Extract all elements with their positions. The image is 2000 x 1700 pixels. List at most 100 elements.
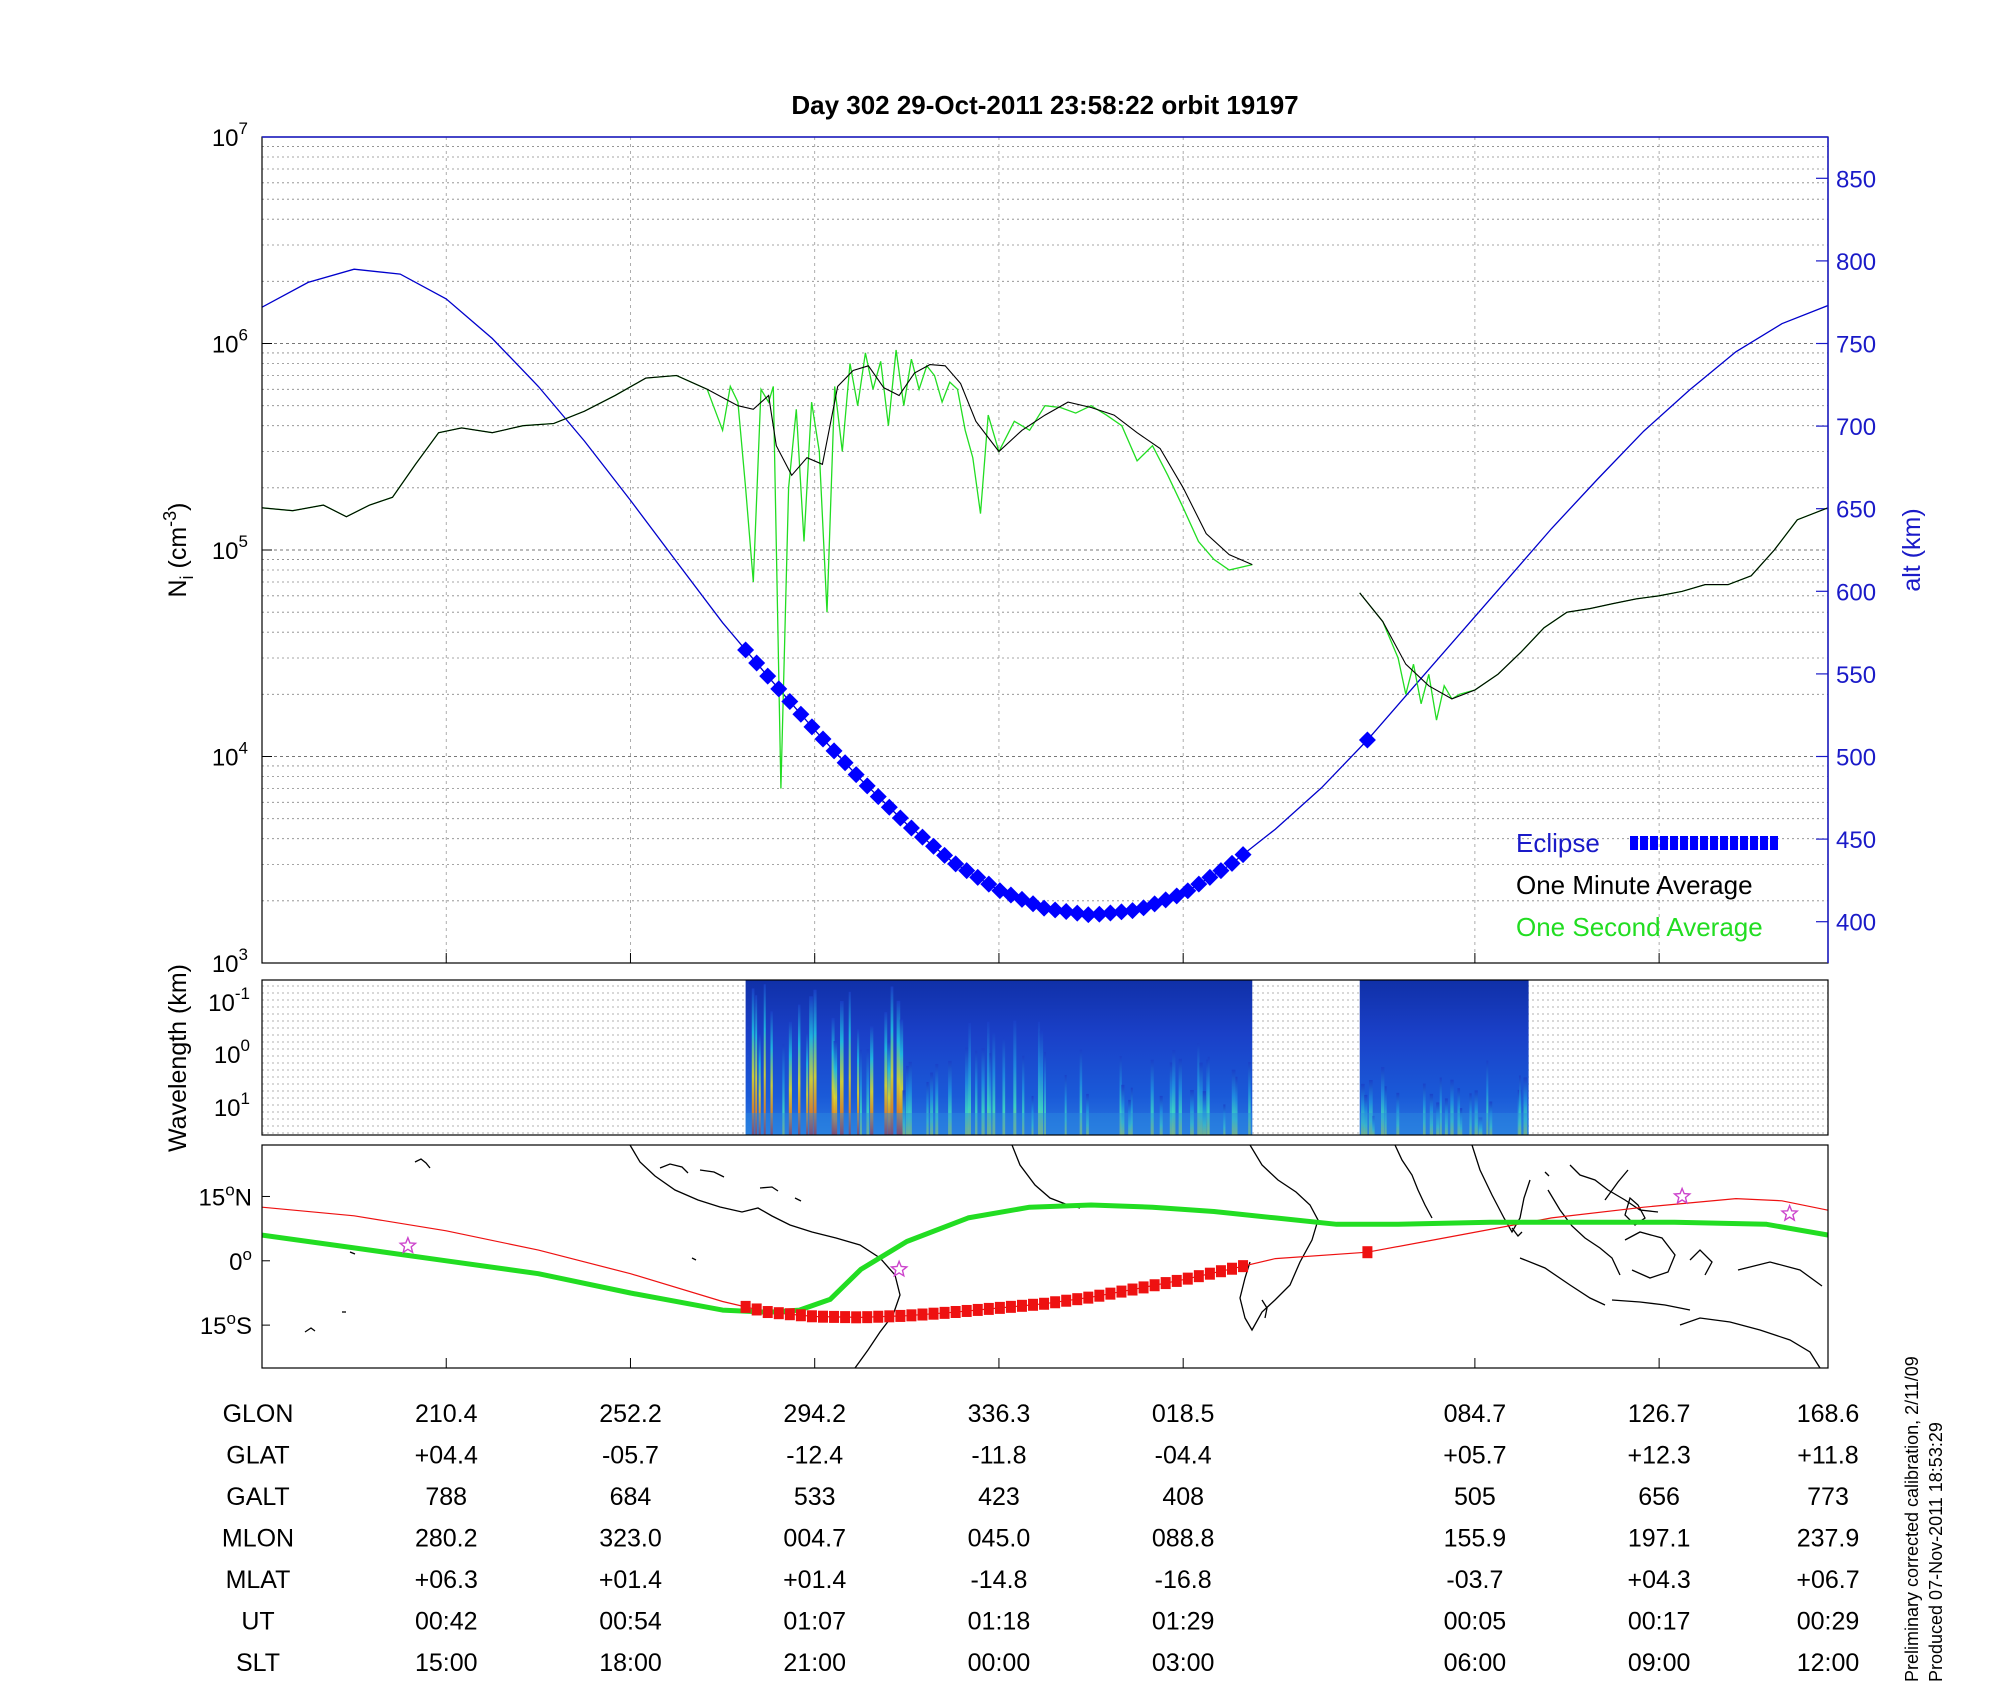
table-cell: 155.9 — [1444, 1525, 1507, 1553]
table-cell: 252.2 — [599, 1400, 662, 1428]
eclipse-marker — [891, 809, 909, 827]
eclipse-track-marker — [1016, 1299, 1027, 1312]
table-cell: 09:00 — [1628, 1649, 1691, 1677]
table-cell: 408 — [1162, 1483, 1204, 1511]
spectrogram-stripe — [1202, 1091, 1207, 1135]
legend-eclipse-label: Eclipse — [1516, 828, 1600, 858]
eclipse-track-marker — [906, 1309, 917, 1322]
spectrogram-stripe — [1429, 1093, 1434, 1135]
table-row-label: UT — [241, 1608, 274, 1636]
table-cell: 684 — [610, 1483, 652, 1511]
legend-eclipse-swatch — [1630, 836, 1778, 850]
spectrogram-stripe — [1119, 1056, 1122, 1135]
spectrogram-stripe — [1486, 1060, 1489, 1135]
table-cell: 773 — [1807, 1483, 1849, 1511]
spectrogram-stripe — [1444, 1098, 1448, 1135]
table-cell: 12:00 — [1797, 1649, 1860, 1677]
eclipse-track-marker — [1028, 1298, 1039, 1311]
spectrogram-stripe — [797, 1004, 801, 1135]
eclipse-track-marker — [1160, 1277, 1171, 1290]
eclipse-track-marker — [773, 1307, 784, 1320]
table-row-label: GALT — [226, 1483, 289, 1511]
star-marker — [889, 1259, 909, 1278]
spectrogram-blocks — [745, 980, 1529, 1135]
eclipse-track-marker — [1171, 1274, 1182, 1287]
eclipse-track-marker — [806, 1310, 817, 1323]
spectrogram-stripe — [890, 986, 894, 1135]
spectrogram-stripe — [1436, 1102, 1440, 1135]
one-second-average-line — [262, 349, 1253, 789]
table-cell: 21:00 — [783, 1649, 846, 1677]
table-row-label: SLT — [236, 1649, 280, 1677]
spectrogram-stripe — [965, 1047, 969, 1135]
altitude-y-tick-label: 750 — [1836, 332, 1876, 359]
spectrogram-stripe — [1422, 1083, 1426, 1135]
coastline-fragment — [1544, 1171, 1550, 1177]
altitude-y-tick-label: 650 — [1836, 497, 1876, 524]
eclipse-track-marker — [1083, 1291, 1094, 1304]
legend-one-minute-label: One Minute Average — [1516, 870, 1753, 900]
eclipse-marker — [925, 837, 943, 855]
legend-eclipse-marker — [1640, 836, 1648, 850]
coastline-fragment — [1261, 1299, 1268, 1319]
table-row-label: GLON — [223, 1400, 294, 1428]
eclipse-track-marker — [939, 1306, 950, 1319]
spectrogram-stripe — [1231, 1069, 1236, 1135]
table-cell: -12.4 — [786, 1442, 843, 1470]
eclipse-track-marker — [1050, 1296, 1061, 1309]
orbit-track-eclipse-markers — [740, 1246, 1373, 1324]
eclipse-track-marker — [983, 1302, 994, 1315]
spectrogram-stripe — [1039, 1031, 1044, 1135]
eclipse-marker — [1079, 906, 1097, 924]
table-cell: 01:18 — [968, 1608, 1031, 1636]
spectrogram-stripe — [975, 1050, 978, 1135]
map-y-tick-label: 0o — [229, 1245, 252, 1276]
spectrogram-stripe — [905, 1065, 910, 1135]
table-cell: 018.5 — [1152, 1400, 1215, 1428]
eclipse-marker — [737, 641, 755, 659]
table-cell: 294.2 — [783, 1400, 846, 1428]
star-marker — [1672, 1186, 1692, 1205]
spectrogram-stripe — [1002, 1037, 1006, 1135]
eclipse-marker — [847, 766, 865, 784]
spectrogram-stripe — [1037, 1021, 1041, 1135]
spectrogram-stripe — [870, 1026, 874, 1135]
eclipse-marker — [880, 798, 898, 816]
eclipse-marker — [1112, 903, 1130, 921]
eclipse-marker — [803, 718, 821, 736]
eclipse-track-marker — [1116, 1285, 1127, 1298]
table-cell: 084.7 — [1444, 1400, 1507, 1428]
spectrogram-stripe — [1169, 1062, 1174, 1135]
legend-eclipse-marker — [1770, 836, 1778, 850]
spectrogram-base — [1359, 1113, 1529, 1135]
wavelength-y-ticks: 10-1 100 101 — [208, 984, 250, 1122]
legend-eclipse-marker — [1730, 836, 1738, 850]
spectrogram-stripe — [1248, 1062, 1251, 1135]
eclipse-track-marker — [1138, 1281, 1149, 1294]
star-marker — [1780, 1203, 1800, 1222]
density-y-tick-label: 106 — [212, 326, 248, 359]
coastline-fragment — [691, 1257, 697, 1261]
eclipse-track-marker — [961, 1304, 972, 1317]
altitude-y-tick-label: 550 — [1836, 662, 1876, 689]
table-cell: 15:00 — [415, 1649, 478, 1677]
eclipse-marker — [748, 654, 766, 672]
coastline-fragment — [659, 1163, 689, 1174]
spectrogram-stripe — [1044, 1052, 1046, 1135]
eclipse-marker — [858, 777, 876, 795]
eclipse-track-marker — [1204, 1267, 1215, 1280]
eclipse-track-marker — [895, 1309, 906, 1322]
table-cell: +06.7 — [1796, 1566, 1859, 1594]
one-minute-average-line — [1359, 507, 1828, 700]
spectrogram-stripe — [948, 1060, 952, 1135]
eclipse-marker — [947, 855, 965, 873]
table-cell: +12.3 — [1627, 1442, 1690, 1470]
eclipse-marker — [814, 730, 832, 748]
spectrogram-stripe — [1384, 1086, 1387, 1135]
legend: Eclipse One Minute Average One Second Av… — [1516, 828, 1778, 942]
eclipse-marker — [1234, 846, 1252, 864]
table-cell: 088.8 — [1152, 1525, 1215, 1553]
coastline-fragment — [794, 1197, 802, 1202]
table-cell: -05.7 — [602, 1442, 659, 1470]
